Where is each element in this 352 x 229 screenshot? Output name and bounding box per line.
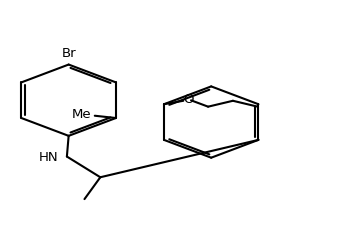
Text: Br: Br <box>61 46 76 60</box>
Text: Me: Me <box>71 107 91 120</box>
Text: HN: HN <box>38 150 58 163</box>
Text: O: O <box>183 93 194 106</box>
